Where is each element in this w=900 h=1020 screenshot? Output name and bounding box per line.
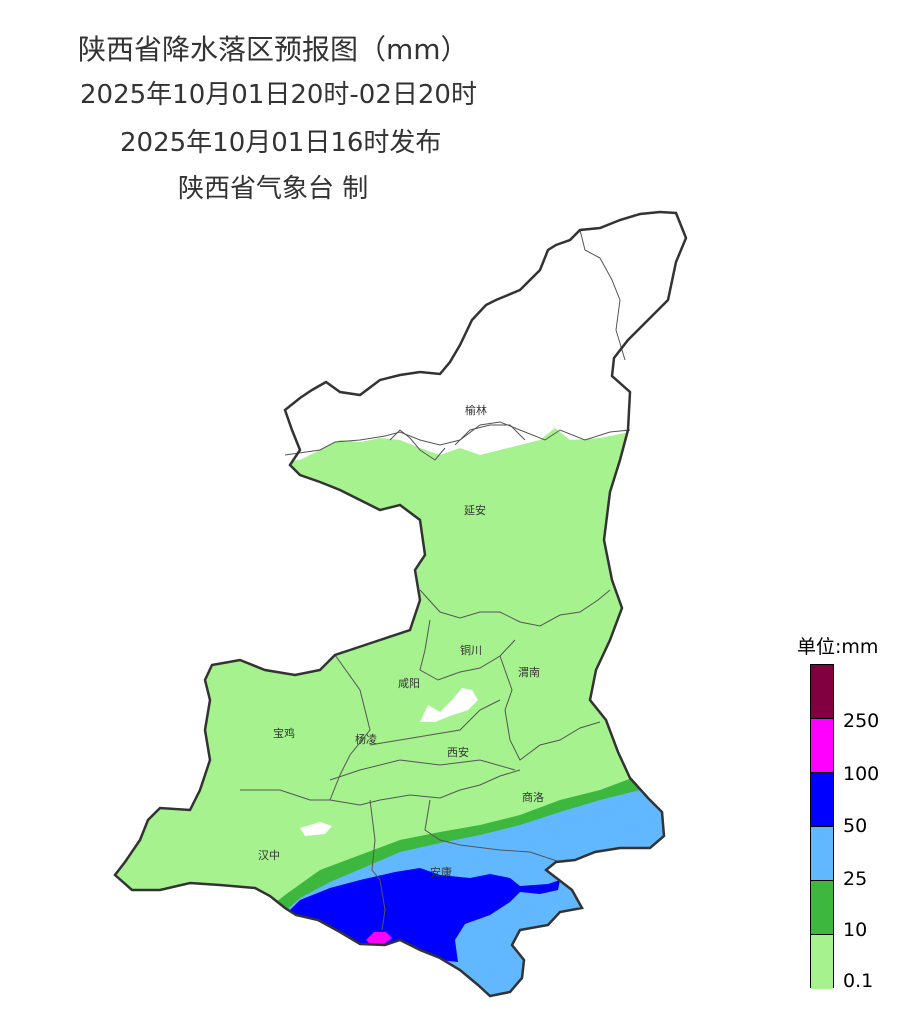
legend-color-bar (810, 664, 834, 989)
producer: 陕西省气象台 制 (178, 174, 369, 204)
city-label-tongchuan: 铜川 (460, 643, 482, 657)
forecast-period: 2025年10月01日20时-02日20时 (80, 80, 477, 110)
rain-zone-none-xianyang (420, 688, 478, 722)
city-label-ankang: 安康 (430, 865, 452, 879)
city-label-weinan: 渭南 (518, 666, 540, 679)
city-label-yulin: 榆林 (465, 403, 487, 417)
legend-swatch-250-plus (811, 665, 833, 719)
rain-zone-none-hanzhong (300, 822, 332, 836)
legend-swatch-10-25 (811, 881, 833, 935)
legend-swatch-50-100 (811, 773, 833, 827)
legend-label-0-1: 0.1 (843, 970, 874, 992)
city-label-shangluo: 商洛 (522, 790, 544, 804)
city-borders (240, 229, 631, 931)
city-label-yangling: 杨凌 (355, 732, 377, 746)
legend-label-250: 250 (843, 710, 880, 732)
legend-title: 单位:mm (797, 636, 879, 658)
legend-swatch-100-250 (811, 719, 833, 773)
legend-swatch-25-50 (811, 827, 833, 881)
legend-label-10: 10 (843, 919, 868, 941)
legend-label-100: 100 (843, 763, 880, 785)
rain-zone-rainstorm (280, 868, 560, 962)
legend-label-25: 25 (843, 868, 868, 890)
map-title: 陕西省降水落区预报图（mm） (78, 33, 469, 66)
city-label-baoji: 宝鸡 (273, 726, 295, 740)
city-label-xian: 西安 (447, 745, 469, 759)
legend-label-50: 50 (843, 815, 868, 837)
legend-swatch-0-1-10 (811, 935, 833, 989)
city-label-xianyang: 咸阳 (398, 677, 420, 690)
rain-zone-heavy-rainstorm (366, 932, 392, 944)
issue-time: 2025年10月01日16时发布 (120, 128, 442, 158)
city-label-hanzhong: 汉中 (258, 849, 280, 862)
rain-fill-layers (115, 212, 686, 996)
city-label-yanan: 延安 (464, 503, 486, 517)
